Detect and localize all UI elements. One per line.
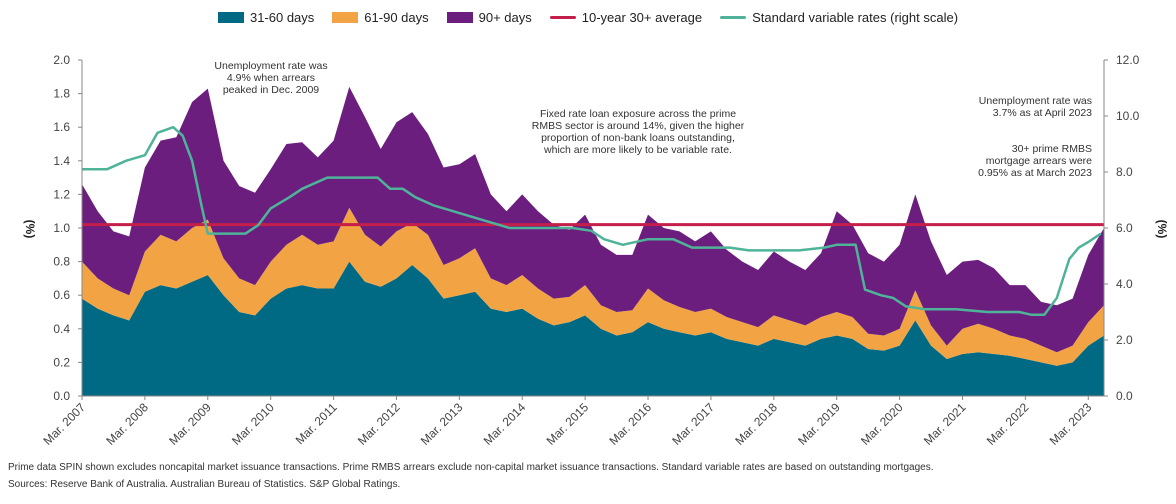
y-right-tick-label: 2.0 bbox=[1116, 333, 1133, 347]
legend-item-61-90: 61-90 days bbox=[332, 10, 429, 25]
annotation-line: mortgage arrears were bbox=[985, 155, 1092, 167]
annotation-fixed-rate: Fixed rate loan exposure across the prim… bbox=[508, 108, 768, 156]
legend-label-average: 10-year 30+ average bbox=[581, 10, 703, 25]
legend-label-rates: Standard variable rates (right scale) bbox=[752, 10, 959, 25]
x-tick-label: Mar. 2016 bbox=[607, 400, 655, 448]
annotation-line: peaked in Dec. 2009 bbox=[222, 84, 320, 96]
annotation-line: 3.7% as at April 2023 bbox=[992, 107, 1092, 119]
annotation-line: proportion of non-bank loans outstanding… bbox=[541, 132, 735, 144]
y-left-tick-label: 0.0 bbox=[53, 389, 70, 403]
annotation-arrears-2023: 30+ prime RMBS mortgage arrears were 0.9… bbox=[920, 143, 1092, 179]
annotation-line: RMBS sector is around 14%, given the hig… bbox=[531, 120, 745, 132]
area-series-0 bbox=[82, 261, 1104, 396]
x-tick-label: Mar. 2014 bbox=[481, 400, 529, 448]
lines-layer bbox=[82, 125, 1104, 317]
y-left-tick-label: 1.8 bbox=[53, 87, 70, 101]
legend-item-average: 10-year 30+ average bbox=[549, 10, 703, 25]
y-left-tick-label: 1.4 bbox=[53, 154, 70, 168]
x-tick-label: Mar. 2008 bbox=[103, 400, 151, 448]
y-left-tick-label: 1.0 bbox=[53, 221, 70, 235]
y-left-tick-label: 1.2 bbox=[53, 187, 70, 201]
x-tick-label: Mar. 2010 bbox=[229, 400, 277, 448]
legend-item-90plus: 90+ days bbox=[446, 10, 532, 25]
x-tick-label: Mar. 2018 bbox=[732, 400, 780, 448]
footnote-note: Prime data SPIN shown excludes noncapita… bbox=[8, 462, 934, 473]
legend-swatch-61-90 bbox=[332, 12, 359, 23]
y-right-tick-label: 4.0 bbox=[1116, 277, 1133, 291]
y-left-tick-label: 0.2 bbox=[53, 355, 70, 369]
annotation-line: which are more likely to be variable rat… bbox=[544, 144, 732, 156]
legend-item-rates: Standard variable rates (right scale) bbox=[720, 10, 958, 25]
rates-line bbox=[82, 125, 1102, 317]
annotation-unemployment-2009: Unemployment rate was 4.9% when arrears … bbox=[196, 60, 346, 96]
y-left-tick-label: 0.4 bbox=[53, 322, 70, 336]
legend-swatch-90plus bbox=[446, 12, 473, 23]
x-tick-label: Mar. 2022 bbox=[984, 400, 1032, 448]
areas-layer bbox=[82, 86, 1104, 396]
annotation-line: Unemployment rate was bbox=[214, 60, 328, 72]
legend-item-31-60: 31-60 days bbox=[217, 10, 315, 25]
legend-swatch-rates bbox=[720, 16, 747, 19]
y-right-tick-label: 8.0 bbox=[1116, 165, 1133, 179]
y-axis-right-label: (%) bbox=[1155, 220, 1169, 239]
footnote-sources: Sources: Reserve Bank of Australia. Aust… bbox=[8, 479, 401, 490]
x-tick-label: Mar. 2011 bbox=[293, 400, 340, 447]
annotation-line: Fixed rate loan exposure across the prim… bbox=[539, 108, 737, 120]
legend-label-90plus: 90+ days bbox=[478, 10, 532, 25]
y-left-tick-label: 2.0 bbox=[53, 53, 70, 67]
x-tick-label: Mar. 2021 bbox=[921, 400, 969, 448]
x-tick-label: Mar. 2013 bbox=[418, 400, 466, 448]
annotation-line: 0.95% as at March 2023 bbox=[978, 167, 1092, 179]
legend-label-61-90: 61-90 days bbox=[364, 10, 429, 25]
annotation-line: 4.9% when arrears bbox=[226, 72, 316, 84]
y-right-tick-label: 0.0 bbox=[1116, 389, 1133, 403]
y-axis-left-label: (%) bbox=[23, 220, 37, 239]
x-tick-label: Mar. 2020 bbox=[858, 400, 906, 448]
x-tick-label: Mar. 2023 bbox=[1047, 400, 1095, 448]
y-right-tick-label: 10.0 bbox=[1116, 109, 1140, 123]
x-tick-label: Mar. 2015 bbox=[544, 400, 592, 448]
x-tick-label: Mar. 2019 bbox=[795, 400, 843, 448]
y-right-tick-label: 6.0 bbox=[1116, 221, 1133, 235]
y-left-tick-label: 1.6 bbox=[53, 120, 70, 134]
legend-label-31-60: 31-60 days bbox=[249, 10, 315, 25]
legend: 31-60 days 61-90 days 90+ days 10-year 3… bbox=[0, 10, 1176, 25]
area-series-1 bbox=[82, 207, 1104, 366]
annotation-line: 30+ prime RMBS bbox=[1011, 143, 1092, 155]
y-left-tick-label: 0.8 bbox=[53, 255, 70, 269]
area-series-2 bbox=[82, 86, 1104, 353]
x-tick-label: Mar. 2017 bbox=[669, 400, 717, 448]
x-tick-label: Mar. 2012 bbox=[355, 400, 403, 448]
y-left-tick-label: 0.6 bbox=[53, 288, 70, 302]
legend-swatch-average bbox=[549, 16, 576, 19]
annotation-unemployment-2023: Unemployment rate was 3.7% as at April 2… bbox=[920, 95, 1092, 119]
annotation-line: Unemployment rate was bbox=[978, 95, 1092, 107]
x-tick-label: Mar. 2009 bbox=[166, 400, 214, 448]
y-right-tick-label: 12.0 bbox=[1116, 53, 1140, 67]
x-tick-label: Mar. 2007 bbox=[40, 400, 88, 448]
legend-swatch-31-60 bbox=[217, 12, 244, 23]
